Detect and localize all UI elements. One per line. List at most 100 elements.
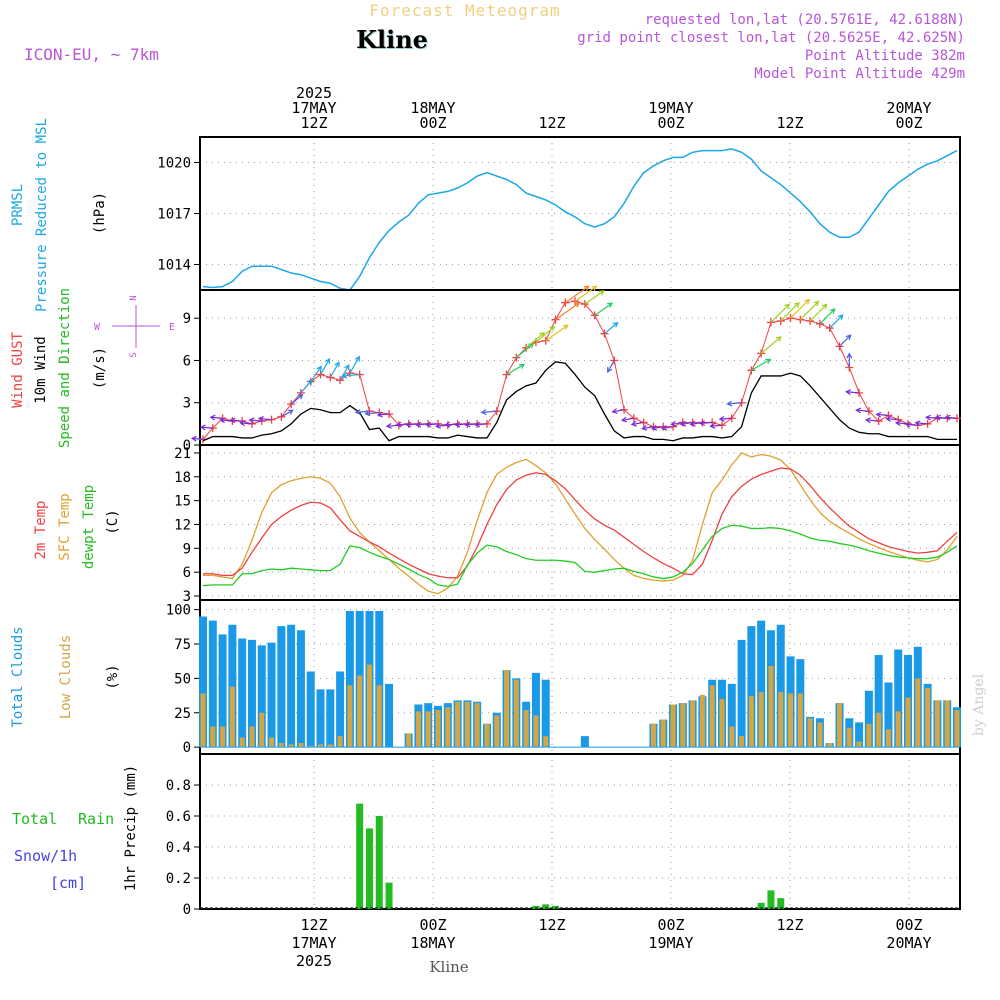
total-cloud-bar bbox=[238, 638, 247, 748]
wind-arrow-head bbox=[689, 420, 696, 427]
low-cloud-bar bbox=[915, 678, 921, 748]
snow-unit-label: [cm] bbox=[50, 874, 86, 892]
rain-bar bbox=[542, 904, 550, 909]
low-cloud-bar bbox=[788, 693, 794, 748]
gust-marker bbox=[580, 300, 589, 309]
low-cloud-bar bbox=[239, 737, 245, 748]
wind-arrow-head bbox=[219, 417, 226, 424]
wind-arrow bbox=[710, 424, 723, 427]
wind-arrow-head bbox=[354, 409, 361, 415]
snow-label: Snow/1h bbox=[14, 847, 77, 865]
y-tick-label: 25 bbox=[174, 706, 191, 722]
wind-arrow bbox=[612, 409, 625, 413]
bottom-time-label: 12Z bbox=[300, 916, 327, 934]
wind-label: 10m Wind bbox=[33, 336, 49, 403]
point-altitude: Point Altitude 382m bbox=[805, 48, 965, 64]
wind-arrow-head bbox=[480, 409, 487, 416]
wind-arrow-head bbox=[612, 321, 619, 328]
total-cloud-bar bbox=[531, 672, 540, 748]
wind-arrow bbox=[819, 308, 836, 325]
wind-panel: 0 3 6 9 bbox=[183, 285, 961, 454]
wind-arrow bbox=[329, 362, 340, 378]
wind-arrow-head bbox=[845, 389, 852, 396]
wind-arrow-head bbox=[726, 400, 733, 407]
gust-marker bbox=[551, 315, 560, 324]
wind-arrow-head bbox=[209, 414, 216, 421]
low-cloud-bar bbox=[513, 679, 519, 748]
total-cloud-bar bbox=[385, 683, 394, 748]
bottom-time-label: 12Z bbox=[776, 916, 803, 934]
total-cloud-bar bbox=[208, 620, 217, 748]
top-time-label: 17MAY bbox=[291, 99, 336, 117]
wind-arrow bbox=[780, 302, 800, 322]
wind-arrow bbox=[652, 426, 664, 430]
bottom-time-label: 00Z bbox=[419, 916, 446, 934]
low-cloud-bar bbox=[866, 723, 872, 748]
low-cloud-bar bbox=[220, 726, 226, 748]
wind-arrow bbox=[631, 421, 644, 426]
wind-arrow-head bbox=[334, 361, 340, 368]
dewpt-label: dewpt Temp bbox=[81, 485, 97, 569]
low-cloud-bar bbox=[504, 670, 510, 748]
wind-arrow bbox=[604, 322, 618, 335]
wind-arrow-head bbox=[248, 417, 255, 424]
wind-arrow bbox=[475, 423, 488, 426]
wind-arrow bbox=[319, 358, 331, 375]
top-time-label: 00Z bbox=[895, 114, 922, 132]
bottom-time-label: 20MAY bbox=[886, 934, 931, 952]
wind-arrow bbox=[465, 423, 478, 426]
wind-arrow bbox=[378, 413, 390, 416]
wind-arrow-head bbox=[793, 301, 800, 308]
wind-arrow bbox=[719, 417, 732, 420]
low-cloud-bar bbox=[699, 694, 705, 748]
low-cloud-bar bbox=[660, 719, 666, 748]
top-time-label: 2025 bbox=[296, 84, 332, 102]
top-time-label: 12Z bbox=[776, 114, 803, 132]
clouds-unit: (%) bbox=[105, 664, 121, 689]
wind-arrow-head bbox=[904, 421, 911, 428]
wind-arrow bbox=[866, 419, 879, 422]
wind-arrow bbox=[230, 419, 243, 422]
low-cloud-bar bbox=[406, 733, 412, 748]
wind-arrow-head bbox=[405, 421, 412, 428]
watermark: by Angel bbox=[971, 673, 987, 736]
precip-panel: 0 0.2 0.4 0.6 0.8 bbox=[166, 753, 961, 918]
precip-unit: 1hr Precip (mm) bbox=[123, 765, 139, 891]
wind-arrow-head bbox=[287, 409, 294, 415]
low-cloud-bar bbox=[758, 692, 764, 748]
wind-arrow-head bbox=[885, 416, 892, 422]
low-cloud-bar bbox=[709, 685, 715, 748]
wind-arrow bbox=[406, 423, 419, 426]
wind-arrow-head bbox=[875, 411, 882, 418]
low-cloud-bar bbox=[318, 744, 324, 748]
temp-unit: (C) bbox=[105, 509, 121, 534]
clouds-panel: 0 25 50 75 100 bbox=[166, 599, 961, 756]
gust-label: Wind GUST bbox=[10, 332, 26, 408]
total-cloud-bar bbox=[228, 624, 237, 748]
low-cloud-bar bbox=[327, 744, 333, 748]
low-cloud-bar bbox=[533, 715, 539, 748]
wind-arrow-head bbox=[444, 421, 451, 428]
bottom-time-label: 12Z bbox=[538, 916, 565, 934]
wind-arrow bbox=[935, 416, 948, 419]
low-cloud-bar bbox=[925, 688, 931, 748]
wind-arrow-head bbox=[829, 308, 836, 315]
wind-arrow-head bbox=[837, 314, 844, 321]
wind-arrow bbox=[310, 366, 322, 382]
wind-arrow-head bbox=[464, 421, 471, 428]
wind-arrow-head bbox=[415, 421, 422, 428]
wind-arrow-head bbox=[775, 336, 782, 342]
low-cloud-bar bbox=[944, 700, 950, 748]
wind-arrow bbox=[220, 419, 233, 422]
rain-bar bbox=[767, 890, 775, 909]
wind-arrow-head bbox=[934, 414, 941, 421]
wind-arrow bbox=[829, 314, 844, 329]
y-tick-label: 15 bbox=[174, 494, 191, 510]
gust-marker bbox=[541, 336, 550, 345]
wind-arrow-head bbox=[804, 298, 811, 305]
wind-arrow-head bbox=[765, 358, 772, 364]
total-cloud-bar bbox=[884, 682, 893, 748]
y-tick-label: 1020 bbox=[157, 156, 191, 172]
low-cloud-bar bbox=[445, 707, 451, 748]
